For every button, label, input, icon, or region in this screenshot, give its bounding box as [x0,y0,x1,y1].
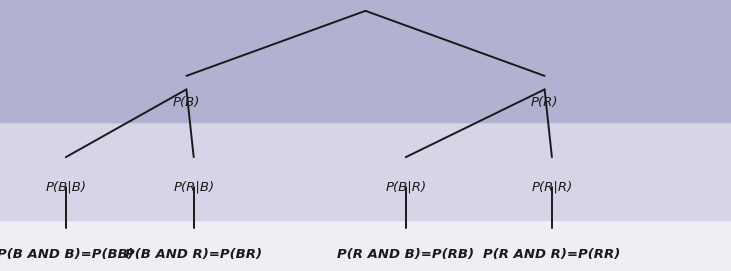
Bar [0,220,731,271]
Text: P(R AND B)=P(RB): P(R AND B)=P(RB) [337,248,474,261]
Text: P(B): P(B) [173,96,200,109]
Text: P(B AND R)=P(BR): P(B AND R)=P(BR) [125,248,262,261]
Bar [0,122,731,220]
Text: P(B AND B)=P(BB): P(B AND B)=P(BB) [0,248,135,261]
Text: P(R AND R)=P(RR): P(R AND R)=P(RR) [483,248,621,261]
Text: P(R|R): P(R|R) [531,180,572,193]
Bar [0,0,731,122]
Text: P(R|B): P(R|B) [173,180,214,193]
Text: P(B|B): P(B|B) [45,180,86,193]
Text: P(B|R): P(B|R) [385,180,426,193]
Text: P(R): P(R) [531,96,558,109]
